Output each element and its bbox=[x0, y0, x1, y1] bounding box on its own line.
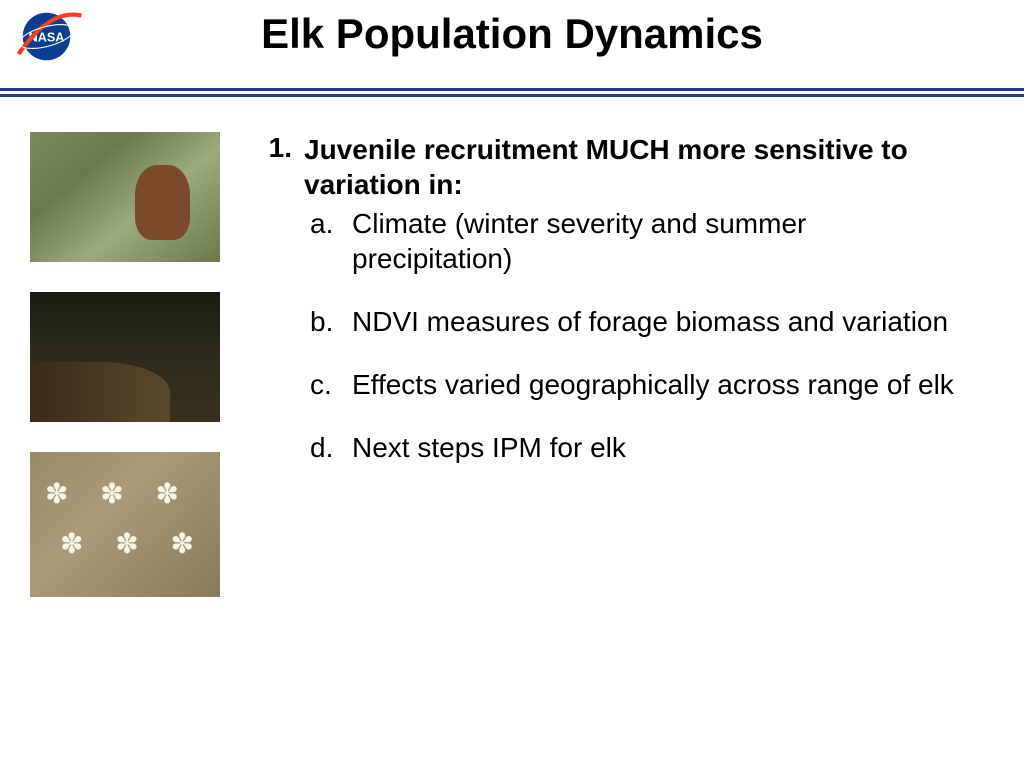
image-flowers bbox=[30, 452, 220, 597]
image-elk-grassland bbox=[30, 132, 220, 262]
slide-title: Elk Population Dynamics bbox=[0, 0, 1024, 58]
list-item-1: 1. Juvenile recruitment MUCH more sensit… bbox=[260, 132, 994, 202]
image-column bbox=[30, 132, 230, 597]
sub-text: Effects varied geographically across ran… bbox=[352, 367, 994, 402]
sub-letter: d. bbox=[304, 430, 352, 465]
sub-item-b: b. NDVI measures of forage biomass and v… bbox=[304, 304, 994, 339]
image-bull-elk bbox=[30, 292, 220, 422]
sub-item-d: d. Next steps IPM for elk bbox=[304, 430, 994, 465]
sub-letter: b. bbox=[304, 304, 352, 339]
header-divider bbox=[0, 88, 1024, 97]
sub-text: Climate (winter severity and summer prec… bbox=[352, 206, 994, 276]
sub-item-a: a. Climate (winter severity and summer p… bbox=[304, 206, 994, 276]
list-heading: Juvenile recruitment MUCH more sensitive… bbox=[304, 132, 994, 202]
sub-text: NDVI measures of forage biomass and vari… bbox=[352, 304, 994, 339]
sub-letter: a. bbox=[304, 206, 352, 276]
slide-content: 1. Juvenile recruitment MUCH more sensit… bbox=[0, 97, 1024, 597]
sub-text: Next steps IPM for elk bbox=[352, 430, 994, 465]
text-column: 1. Juvenile recruitment MUCH more sensit… bbox=[230, 132, 994, 597]
sub-list: a. Climate (winter severity and summer p… bbox=[260, 206, 994, 465]
nasa-logo-icon: NASA bbox=[15, 5, 85, 65]
sub-item-c: c. Effects varied geographically across … bbox=[304, 367, 994, 402]
sub-letter: c. bbox=[304, 367, 352, 402]
slide-header: NASA Elk Population Dynamics bbox=[0, 0, 1024, 80]
list-number: 1. bbox=[260, 132, 304, 202]
